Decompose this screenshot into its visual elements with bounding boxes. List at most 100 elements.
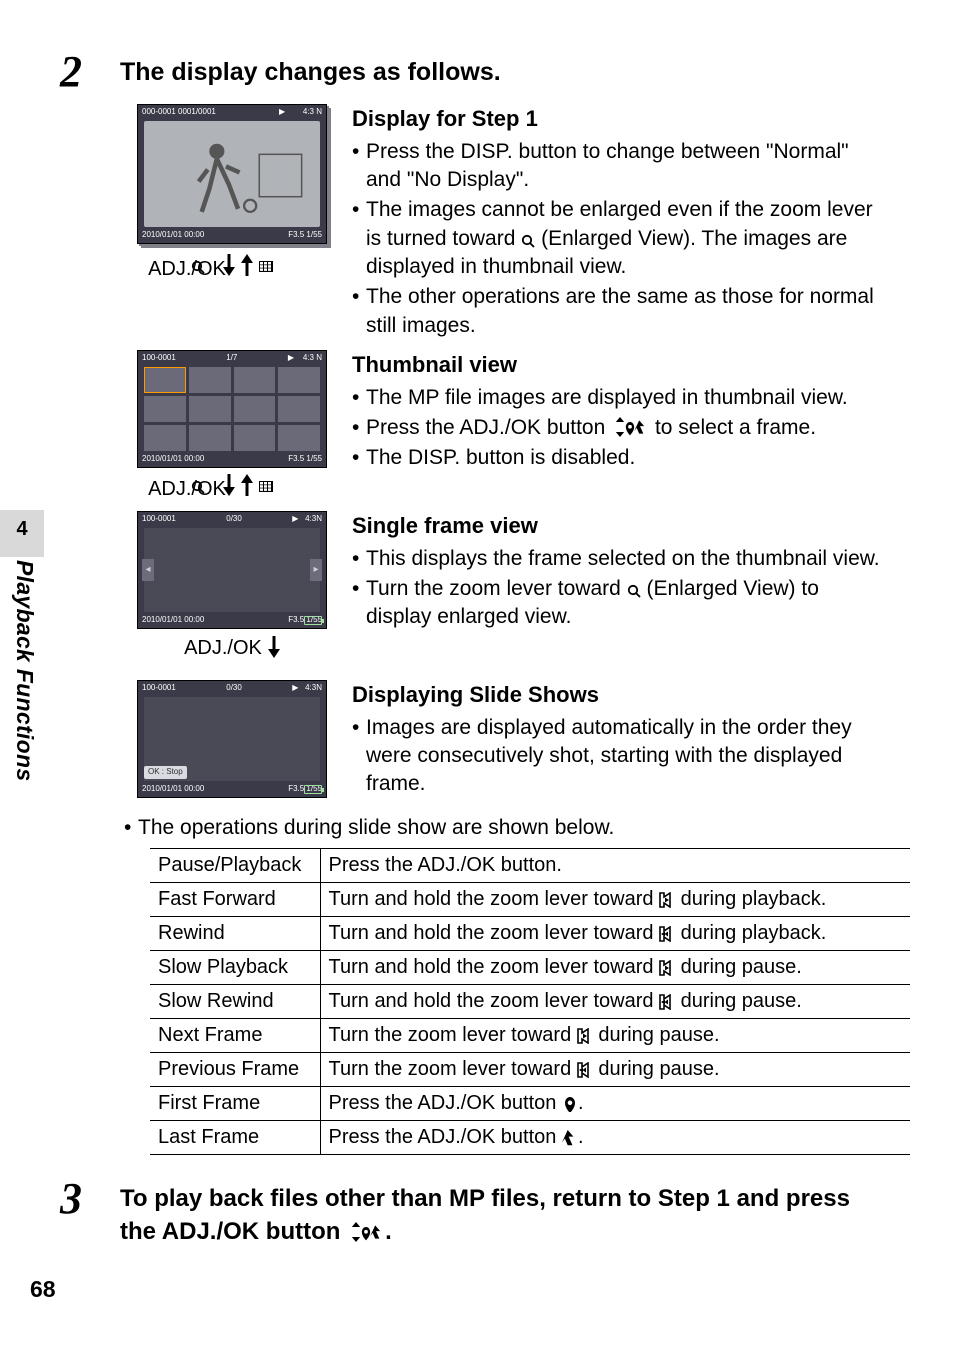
- ss-tr: 4:3N: [305, 514, 322, 523]
- wide-icon: [577, 1062, 593, 1078]
- text: Turn the zoom lever toward: [366, 577, 627, 600]
- operations-table: Pause/PlaybackPress the ADJ./OK button.F…: [150, 848, 910, 1155]
- section-title: Single frame view: [352, 511, 884, 541]
- bullet-list: Press the DISP. button to change between…: [352, 138, 884, 340]
- op-name: Previous Frame: [150, 1053, 320, 1087]
- ss-tc: 0/30: [226, 683, 242, 694]
- adjok-label: ADJ./OK: [184, 635, 262, 662]
- table-row: Pause/PlaybackPress the ADJ./OK button.: [150, 849, 910, 883]
- op-desc: Turn and hold the zoom lever toward duri…: [320, 917, 910, 951]
- bullet: Press the DISP. button to change between…: [352, 138, 884, 195]
- magnify-icon: [627, 584, 641, 598]
- bullet-list: The MP file images are displayed in thum…: [352, 384, 884, 473]
- ss-tl: 100-0001: [142, 514, 176, 525]
- ss-tr: 4:3 N: [303, 353, 322, 362]
- magnify-icon: [521, 234, 535, 248]
- ss-tl: 100-0001: [142, 683, 176, 694]
- table-row: Fast ForwardTurn and hold the zoom lever…: [150, 883, 910, 917]
- op-name: Fast Forward: [150, 883, 320, 917]
- operations-note: The operations during slide show are sho…: [124, 814, 884, 842]
- ss-topleft: 000-0001 0001/0001: [142, 107, 216, 118]
- op-desc: Press the ADJ./OK button.: [320, 849, 910, 883]
- op-desc: Turn the zoom lever toward during pause.: [320, 1019, 910, 1053]
- ss-topright: 4:3 N: [303, 107, 322, 116]
- section-title: Displaying Slide Shows: [352, 680, 884, 710]
- chapter-label: Playback Functions: [6, 560, 40, 781]
- table-row: Previous FrameTurn the zoom lever toward…: [150, 1053, 910, 1087]
- step-title: To play back files other than MP files, …: [120, 1183, 884, 1248]
- bullet-list: Images are displayed automatically in th…: [352, 714, 884, 799]
- tele-icon: [577, 1028, 593, 1044]
- ss-bl: 2010/01/01 00:00: [142, 454, 204, 465]
- op-desc: Turn the zoom lever toward during pause.: [320, 1053, 910, 1087]
- op-name: Next Frame: [150, 1019, 320, 1053]
- op-name: Last Frame: [150, 1121, 320, 1155]
- bullet: This displays the frame selected on the …: [352, 545, 884, 573]
- table-row: Slow RewindTurn and hold the zoom lever …: [150, 985, 910, 1019]
- table-row: RewindTurn and hold the zoom lever towar…: [150, 917, 910, 951]
- step-2-header: 2 The display changes as follows.: [60, 50, 884, 94]
- wide-icon: [659, 926, 675, 942]
- step-3-header: 3 To play back files other than MP files…: [60, 1177, 884, 1248]
- flash-icon: [562, 1130, 578, 1146]
- step-number: 2: [60, 50, 120, 94]
- table-row: First FramePress the ADJ./OK button .: [150, 1087, 910, 1121]
- text: .: [385, 1218, 392, 1245]
- dirset-icon: [347, 1222, 385, 1242]
- ss-br: F3.5 1/55: [288, 454, 322, 465]
- step-number: 3: [60, 1177, 120, 1221]
- op-name: First Frame: [150, 1087, 320, 1121]
- text: to select a frame.: [649, 416, 816, 439]
- screenshot-single: 100-00010/30▶ 4:3N ◂▸ 2010/01/01 00:00F3…: [137, 511, 327, 629]
- ss-tc: 1/7: [226, 353, 237, 364]
- op-name: Slow Playback: [150, 951, 320, 985]
- macro-icon: [562, 1096, 578, 1112]
- ok-stop-label: OK : Stop: [144, 766, 187, 779]
- op-desc: Turn and hold the zoom lever toward duri…: [320, 951, 910, 985]
- ss-tr: 4:3N: [305, 683, 322, 692]
- ss-tc: 0/30: [226, 514, 242, 525]
- grid-icon: [259, 261, 273, 273]
- bullet-list: This displays the frame selected on the …: [352, 545, 884, 632]
- table-row: Slow PlaybackTurn and hold the zoom leve…: [150, 951, 910, 985]
- bullet: Press the ADJ./OK button to select a fra…: [352, 414, 884, 442]
- op-desc: Press the ADJ./OK button .: [320, 1121, 910, 1155]
- bullet: Turn the zoom lever toward (Enlarged Vie…: [352, 575, 884, 632]
- dirset-icon: [611, 417, 649, 437]
- op-desc: Turn and hold the zoom lever toward duri…: [320, 985, 910, 1019]
- step-title: The display changes as follows.: [120, 56, 501, 90]
- chapter-tab: 4: [0, 510, 44, 557]
- grid-icon: [259, 481, 273, 493]
- op-name: Pause/Playback: [150, 849, 320, 883]
- up-arrow-icon: [241, 474, 253, 500]
- op-desc: Press the ADJ./OK button .: [320, 1087, 910, 1121]
- text: To play back files other than MP files, …: [120, 1185, 850, 1244]
- page-number: 68: [30, 1274, 56, 1305]
- table-row: Last FramePress the ADJ./OK button .: [150, 1121, 910, 1155]
- screenshot-step1: 000-0001 0001/0001▶ 4:3 N 2010/01/01 00:…: [137, 104, 327, 244]
- screenshot-thumbnail: 100-00011/7▶ 4:3 N 2010/01/01 00:00F3.5 …: [137, 350, 327, 468]
- op-desc: Turn and hold the zoom lever toward duri…: [320, 883, 910, 917]
- ss-botleft: 2010/01/01 00:00: [142, 230, 204, 241]
- bullet: The MP file images are displayed in thum…: [352, 384, 884, 412]
- ss-bl: 2010/01/01 00:00: [142, 784, 204, 795]
- screenshot-slideshow: 100-00010/30▶ 4:3N OK : Stop 2010/01/01 …: [137, 680, 327, 798]
- bullet: The images cannot be enlarged even if th…: [352, 196, 884, 281]
- op-name: Slow Rewind: [150, 985, 320, 1019]
- bullet: The other operations are the same as tho…: [352, 283, 884, 340]
- bullet: Images are displayed automatically in th…: [352, 714, 884, 799]
- section-title: Thumbnail view: [352, 350, 884, 380]
- ss-bl: 2010/01/01 00:00: [142, 615, 204, 626]
- up-arrow-icon: [241, 254, 253, 280]
- tele-icon: [659, 960, 675, 976]
- ss-botright: F3.5 1/55: [288, 230, 322, 241]
- wide-icon: [659, 994, 675, 1010]
- text: Press the ADJ./OK button: [366, 416, 611, 439]
- table-row: Next FrameTurn the zoom lever toward dur…: [150, 1019, 910, 1053]
- section-title: Display for Step 1: [352, 104, 884, 134]
- down-arrow-icon: [268, 636, 280, 662]
- nav-adjok-3: ADJ./OK: [124, 635, 340, 662]
- ss-tl: 100-0001: [142, 353, 176, 364]
- bullet: The DISP. button is disabled.: [352, 444, 884, 472]
- tele-icon: [659, 892, 675, 908]
